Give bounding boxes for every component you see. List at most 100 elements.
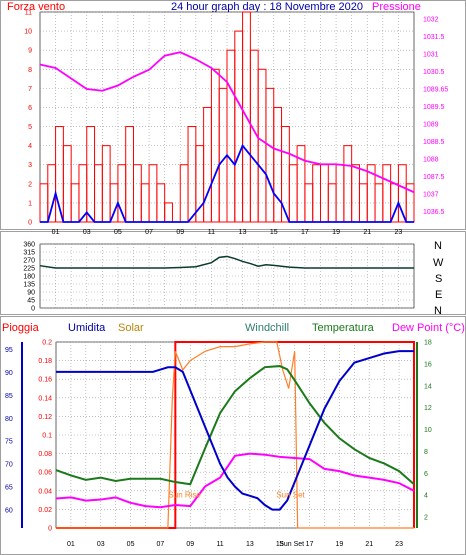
rain-tick-label: 0.02 <box>38 507 52 514</box>
direction-tick-label: 90 <box>27 290 35 297</box>
direction-tick-label: 270 <box>23 258 35 265</box>
direction-tick-label: 0 <box>31 306 35 313</box>
y-left-tick-label: 5 <box>28 124 32 131</box>
y-left-tick-label: 0 <box>28 220 32 227</box>
rain-tick-label: 0.1 <box>42 433 52 440</box>
humidity-tick-label: 65 <box>5 485 13 492</box>
x-tick-label: 23 <box>395 229 403 236</box>
x-tick-label: 19 <box>332 229 340 236</box>
temp-tick-label: 16 <box>424 361 432 368</box>
sunset-axis-label: Sun Set <box>279 541 304 548</box>
y-left-tick-label: 2 <box>28 181 32 188</box>
dewpoint-line <box>55 452 415 509</box>
y-left-tick-label: 11 <box>25 10 32 17</box>
rain-tick-label: 0.18 <box>38 358 52 365</box>
pressure-label: Pressione <box>372 1 421 13</box>
y-right-tick-label: 1032 <box>423 17 439 24</box>
direction-tick-label: 360 <box>23 242 35 249</box>
rain-tick-label: 0.16 <box>38 377 52 384</box>
x-tick-label: 05 <box>114 229 122 236</box>
compass-e: E <box>435 289 442 301</box>
y-right-tick-label: 1030.5 <box>423 69 445 76</box>
y-left-tick-label: 3 <box>28 162 32 169</box>
x-tick-label-3: 15 <box>276 541 284 548</box>
humidity-tick-label: 75 <box>5 439 13 446</box>
y-left-tick-label: 7 <box>28 86 32 93</box>
x-tick-label-3: 21 <box>365 541 373 548</box>
x-tick-label: 01 <box>52 229 60 236</box>
x-tick-label: 07 <box>145 229 153 236</box>
x-tick-label: 21 <box>363 229 371 236</box>
y-right-tick-label: 1089 <box>423 122 439 129</box>
x-tick-label: 13 <box>239 229 247 236</box>
y-left-tick-label: 1 <box>28 200 32 207</box>
x-tick-label-3: 05 <box>127 541 135 548</box>
wind-direction-line <box>39 255 414 269</box>
legend-solar: Solar <box>118 322 144 334</box>
rain-tick-label: 0.12 <box>38 414 52 421</box>
compass-s: S <box>435 273 442 285</box>
x-tick-label-3: 19 <box>336 541 344 548</box>
humidity-tick-label: 70 <box>5 462 13 469</box>
x-tick-label-3: 07 <box>157 541 165 548</box>
x-tick-label: 17 <box>301 229 309 236</box>
x-tick-label: 15 <box>270 229 278 236</box>
temp-tick-label: 18 <box>424 340 432 347</box>
y-left-tick-label: 10 <box>24 29 32 36</box>
temp-tick-label: 12 <box>424 405 432 412</box>
x-tick-label-3: 23 <box>395 541 403 548</box>
y-left-tick-label: 6 <box>28 105 32 112</box>
rain-tick-label: 0.08 <box>38 451 52 458</box>
direction-tick-label: 315 <box>23 250 35 257</box>
x-tick-label-3: 17 <box>306 541 314 548</box>
wind-force-label: Forza vento <box>7 1 65 13</box>
compass-n-bottom: N <box>434 305 442 317</box>
y-right-tick-label: 1031 <box>423 52 439 59</box>
rain-tick-label: 0.14 <box>38 395 52 402</box>
humidity-tick-label: 95 <box>5 347 13 354</box>
temp-tick-label: 6 <box>424 471 428 478</box>
y-right-tick-label: 1036.5 <box>423 209 445 216</box>
y-left-tick-label: 9 <box>28 48 32 55</box>
y-right-tick-label: 1087.5 <box>423 174 445 181</box>
temp-humidity-chart: 0 0.02 0.04 0.06 0.08 0.1 0.12 0.14 0.16 0.18 0.2 6… <box>5 340 432 549</box>
rain-tick-label: 0.04 <box>38 488 52 495</box>
temp-tick-label: 8 <box>424 449 428 456</box>
direction-tick-label: 180 <box>23 274 35 281</box>
legend-pioggia: Pioggia <box>2 322 40 334</box>
legend-windchill: Windchill <box>245 322 289 334</box>
x-tick-label: 03 <box>83 229 91 236</box>
wind-pressure-chart: 012345678910111036.510371087.510881088.5… <box>24 10 448 237</box>
x-tick-label-3: 11 <box>216 541 223 548</box>
direction-tick-label: 45 <box>27 298 35 305</box>
y-right-tick-label: 1088 <box>423 157 439 164</box>
humidity-tick-label: 85 <box>5 393 13 400</box>
y-left-tick-label: 4 <box>28 143 32 150</box>
pressure-line <box>39 51 415 194</box>
x-tick-label-3: 03 <box>97 541 105 548</box>
humidity-tick-label: 90 <box>5 370 13 377</box>
y-left-tick-label: 8 <box>28 67 32 74</box>
compass-w: W <box>433 257 444 269</box>
temp-tick-label: 4 <box>424 493 428 500</box>
y-right-tick-label: 1089.5 <box>423 104 445 111</box>
compass-n-top: N <box>434 240 442 252</box>
gust-line <box>40 143 414 223</box>
humidity-line <box>56 350 414 511</box>
legend-temperatura: Temperatura <box>312 322 375 334</box>
temperature-line <box>55 365 415 486</box>
humidity-tick-label: 60 <box>5 508 13 515</box>
sunset-label: Sun Set <box>276 490 305 499</box>
rain-tick-label: 0 <box>48 526 52 533</box>
rain-tick-label: 0.2 <box>42 340 52 347</box>
x-tick-label: 11 <box>208 229 215 236</box>
legend-dewpoint: Dew Point (°C) <box>392 322 465 334</box>
y-right-tick-label: 1031.5 <box>423 34 445 41</box>
x-tick-label-3: 01 <box>67 541 75 548</box>
humidity-tick-label: 80 <box>5 416 13 423</box>
x-tick-label-3: 13 <box>246 541 254 548</box>
direction-tick-label: 135 <box>23 282 35 289</box>
